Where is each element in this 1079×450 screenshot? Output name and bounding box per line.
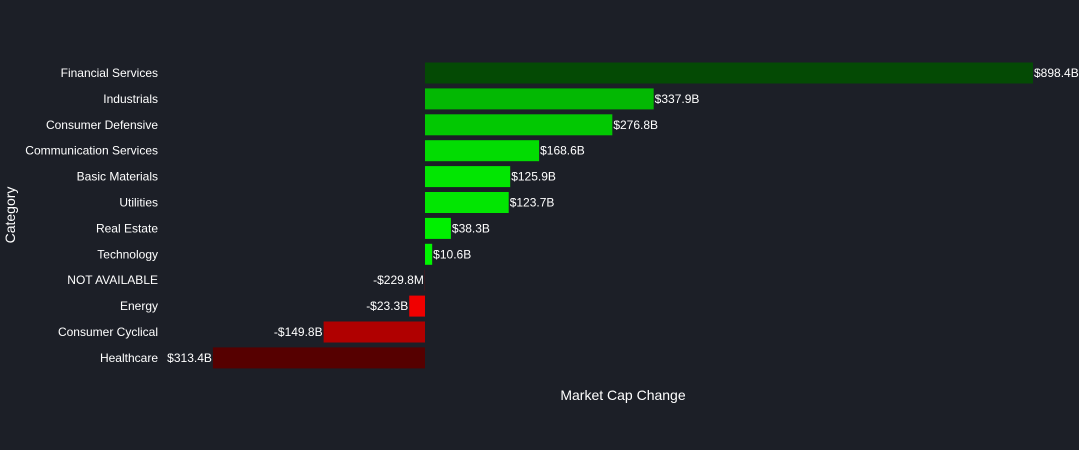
bar-healthcare[interactable] — [212, 347, 425, 369]
category-label-basic-materials: Basic Materials — [77, 170, 158, 184]
bar-group — [212, 62, 1033, 369]
value-label-financial-services: $898.4B — [1034, 66, 1079, 80]
bar-industrials[interactable] — [425, 88, 654, 110]
value-label-consumer-cyclical: -$149.8B — [274, 325, 323, 339]
category-label-healthcare: Healthcare — [100, 351, 158, 365]
y-axis-title: Category — [2, 187, 18, 244]
value-label-real-estate: $38.3B — [452, 221, 490, 235]
category-label-financial-services: Financial Services — [61, 66, 158, 80]
category-label-industrials: Industrials — [103, 92, 158, 106]
value-label-consumer-defensive: $276.8B — [613, 118, 658, 132]
bar-consumer-defensive[interactable] — [425, 114, 613, 136]
value-labels: $898.4B $337.9B $276.8B $168.6B $125.9B $123.… — [167, 66, 1079, 365]
category-label-consumer-cyclical: Consumer Cyclical — [58, 325, 158, 339]
x-axis-title: Market Cap Change — [560, 387, 686, 403]
bar-utilities[interactable] — [425, 192, 509, 213]
value-label-basic-materials: $125.9B — [511, 170, 556, 184]
bar-basic-materials[interactable] — [425, 166, 511, 188]
category-label-communication-services: Communication Services — [25, 144, 158, 158]
value-label-utilities: $123.7B — [510, 196, 555, 210]
category-axis-labels: Financial Services Industrials Consumer De… — [25, 66, 158, 365]
bar-communication-services[interactable] — [425, 140, 540, 162]
value-label-energy: -$23.3B — [366, 299, 408, 313]
category-label-utilities: Utilities — [119, 196, 158, 210]
value-label-healthcare: $313.4B — [167, 351, 212, 365]
value-label-communication-services: $168.6B — [540, 144, 585, 158]
category-label-technology: Technology — [97, 247, 158, 261]
bar-real-estate[interactable] — [425, 217, 451, 239]
bar-energy[interactable] — [409, 295, 425, 317]
category-label-consumer-defensive: Consumer Defensive — [46, 118, 158, 132]
value-label-technology: $10.6B — [433, 247, 471, 261]
category-label-not-available: NOT AVAILABLE — [67, 273, 158, 287]
value-label-not-available: -$229.8M — [373, 273, 424, 287]
bar-technology[interactable] — [425, 243, 433, 265]
bar-consumer-cyclical[interactable] — [323, 321, 425, 343]
category-label-energy: Energy — [120, 299, 158, 313]
category-label-real-estate: Real Estate — [96, 221, 158, 235]
value-label-industrials: $337.9B — [655, 92, 700, 106]
bar-financial-services[interactable] — [425, 62, 1033, 84]
